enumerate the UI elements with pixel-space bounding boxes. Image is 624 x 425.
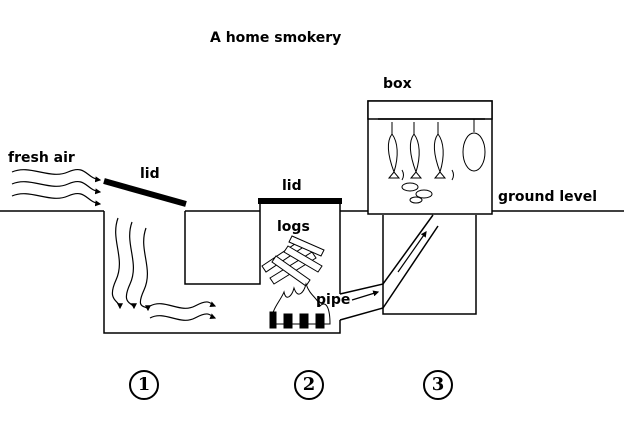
lid-2-label: lid (282, 178, 302, 194)
fresh-air-arrows (11, 168, 102, 207)
box-label: box (383, 76, 412, 92)
hanging-ham-icon (462, 119, 486, 172)
fire-icon (269, 282, 331, 329)
box-top-band (367, 100, 493, 120)
hanging-fish-icon (409, 122, 423, 179)
hanging-fish-icon (433, 122, 447, 179)
stage-number-2: 2 (294, 370, 324, 400)
hanging-fish-icon (387, 122, 401, 179)
box-base-chamber (382, 215, 477, 315)
lid-1-shape (103, 178, 187, 207)
ground-level-label: ground level (498, 189, 598, 205)
diagram-title: A home smokery (210, 30, 342, 46)
downward-airflow-arrows (111, 217, 151, 312)
bottom-airflow-arrows (149, 301, 217, 321)
stage-number-3: 3 (423, 370, 453, 400)
logs-icon (261, 235, 325, 287)
pipe-flow-arrows (351, 231, 427, 301)
pipe-shape (339, 214, 439, 321)
air-intake-chamber (103, 211, 341, 334)
lid-1-label: lid (140, 166, 160, 182)
logs-label: logs (277, 219, 310, 235)
smoke-puffs (401, 169, 454, 204)
fresh-air-label: fresh air (8, 150, 75, 166)
pipe-label: pipe (316, 292, 351, 308)
stage-number-1: 1 (129, 370, 159, 400)
